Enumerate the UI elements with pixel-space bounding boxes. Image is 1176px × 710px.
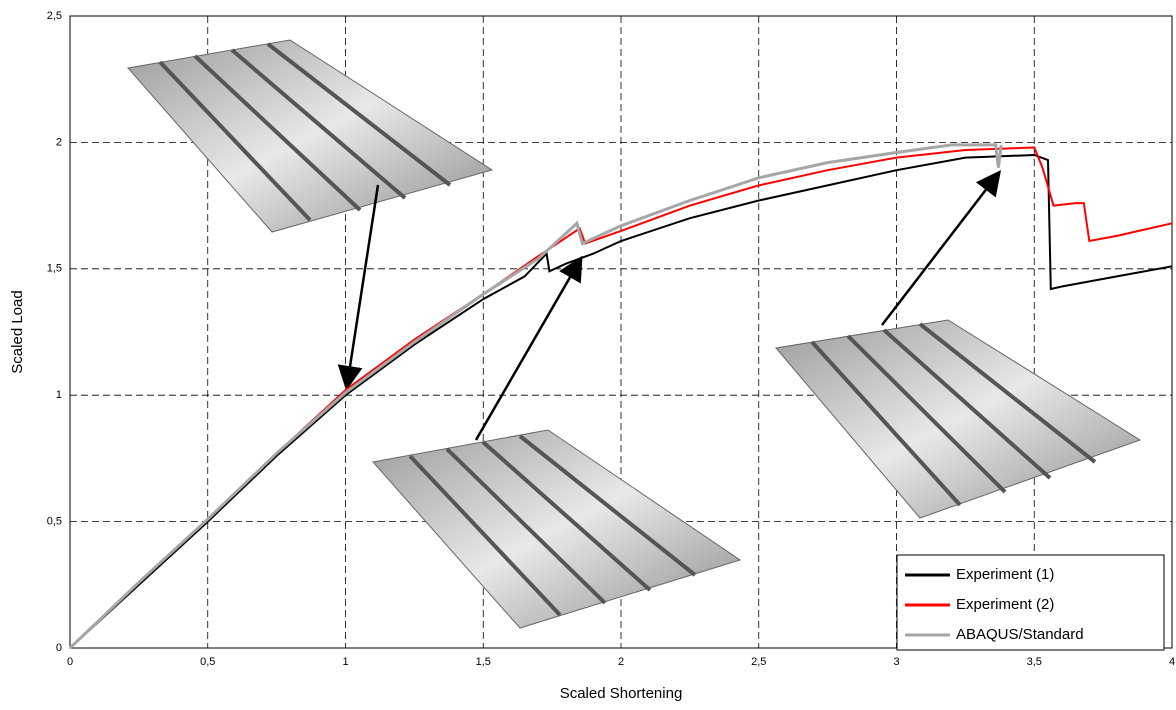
series-line (68, 143, 1003, 650)
series-line (69, 153, 1173, 649)
y-tick-label: 0 (56, 642, 62, 654)
x-tick-label: 2 (618, 656, 624, 668)
series-line (69, 146, 1173, 649)
fe-image (372, 429, 742, 629)
y-tick-label: 0,5 (47, 516, 62, 528)
fe-image (127, 39, 494, 233)
legend-label: Experiment (2) (956, 596, 1054, 613)
x-tick-label: 2,5 (751, 656, 766, 668)
x-tick-label: 1 (342, 656, 348, 668)
arrow (337, 170, 1002, 441)
x-tick-label: 4 (1169, 656, 1175, 668)
y-tick-label: 1,5 (47, 263, 62, 275)
y-axis-title: Scaled Load (9, 290, 26, 373)
legend-label: Experiment (1) (956, 566, 1054, 583)
y-tick-label: 2 (56, 136, 62, 148)
x-tick-label: 3,5 (1027, 656, 1042, 668)
y-tick-label: 2,5 (47, 10, 62, 22)
x-tick-label: 0 (67, 656, 73, 668)
x-axis-title: Scaled Shortening (560, 685, 683, 702)
fe-image (775, 319, 1142, 519)
legend-label: ABAQUS/Standard (956, 626, 1084, 643)
x-tick-label: 3 (893, 656, 899, 668)
x-tick-label: 0,5 (200, 656, 215, 668)
legend: Experiment (1) Experiment (2) ABAQUS/Stand… (896, 554, 1165, 651)
x-tick-label: 1,5 (476, 656, 491, 668)
plot-area (69, 15, 1173, 649)
y-tick-label: 1 (56, 389, 62, 401)
